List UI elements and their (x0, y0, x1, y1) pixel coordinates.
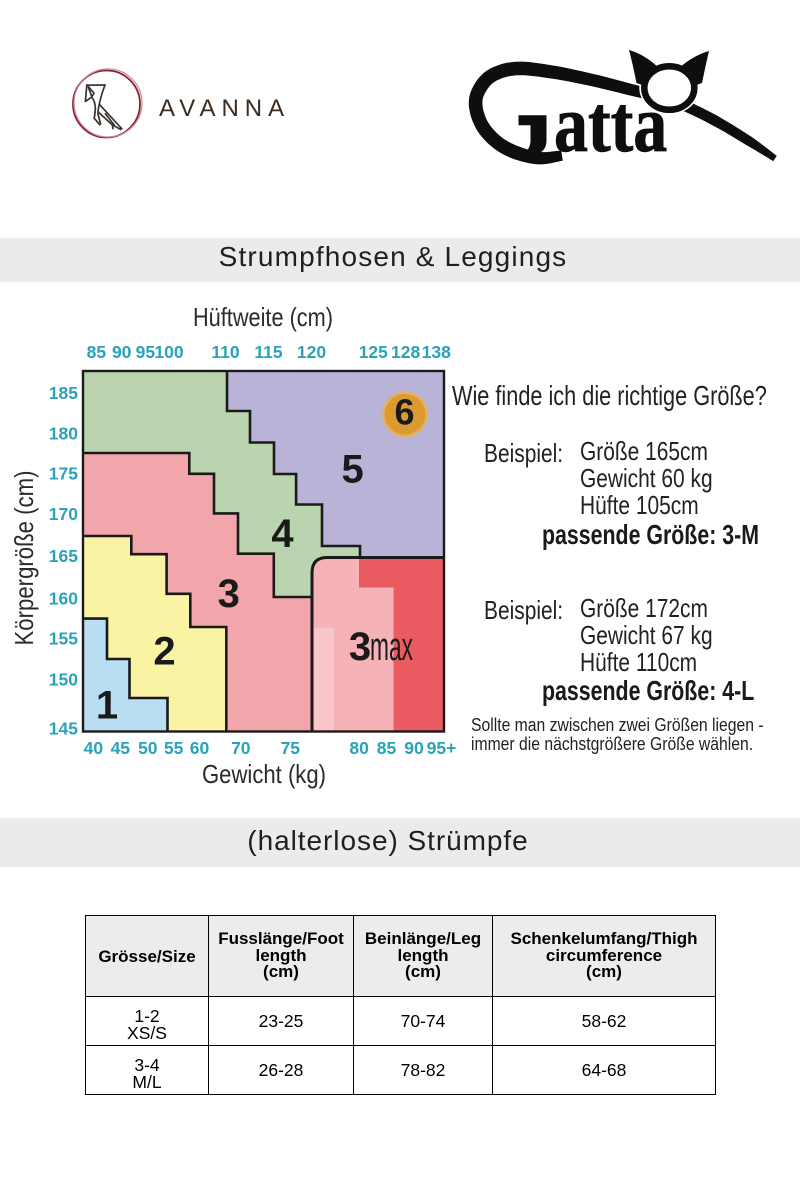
svg-text:60: 60 (190, 738, 210, 758)
svg-text:90: 90 (404, 738, 424, 758)
svg-text:90: 90 (112, 342, 132, 362)
svg-text:Körpergröße (cm): Körpergröße (cm) (9, 471, 39, 646)
svg-text:110: 110 (211, 342, 239, 362)
svg-text:115: 115 (254, 342, 282, 362)
svg-text:40: 40 (84, 738, 104, 758)
svg-text:75: 75 (281, 738, 301, 758)
svg-text:120: 120 (297, 342, 326, 362)
svg-text:125: 125 (359, 342, 388, 362)
svg-text:85: 85 (87, 342, 107, 362)
svg-text:3: 3 (349, 625, 371, 669)
svg-text:180: 180 (49, 424, 78, 444)
svg-text:45: 45 (111, 738, 131, 758)
svg-text:Hüftweite (cm): Hüftweite (cm) (193, 302, 333, 332)
svg-text:175: 175 (49, 463, 78, 483)
svg-text:5: 5 (341, 447, 363, 491)
svg-text:100: 100 (154, 342, 183, 362)
svg-text:160: 160 (49, 588, 78, 608)
svg-text:atta: atta (554, 81, 667, 169)
svg-text:max: max (370, 625, 413, 669)
svg-text:50: 50 (138, 738, 158, 758)
svg-text:80: 80 (349, 738, 369, 758)
svg-text:170: 170 (49, 504, 78, 524)
svg-text:185: 185 (49, 383, 78, 403)
svg-text:6: 6 (394, 391, 414, 432)
svg-text:150: 150 (49, 669, 78, 689)
svg-text:Gewicht (kg): Gewicht (kg) (202, 759, 326, 789)
svg-text:155: 155 (49, 628, 78, 648)
svg-text:2: 2 (153, 630, 175, 674)
svg-text:3: 3 (218, 572, 240, 616)
svg-text:85: 85 (377, 738, 397, 758)
svg-text:55: 55 (164, 738, 184, 758)
svg-text:95: 95 (136, 342, 156, 362)
svg-text:165: 165 (49, 546, 78, 566)
svg-text:4: 4 (271, 512, 294, 556)
svg-text:1: 1 (96, 684, 118, 728)
svg-text:70: 70 (231, 738, 251, 758)
svg-text:138: 138 (422, 342, 451, 362)
svg-text:145: 145 (49, 718, 78, 738)
svg-text:95+: 95+ (427, 738, 457, 758)
svg-text:128: 128 (391, 342, 420, 362)
